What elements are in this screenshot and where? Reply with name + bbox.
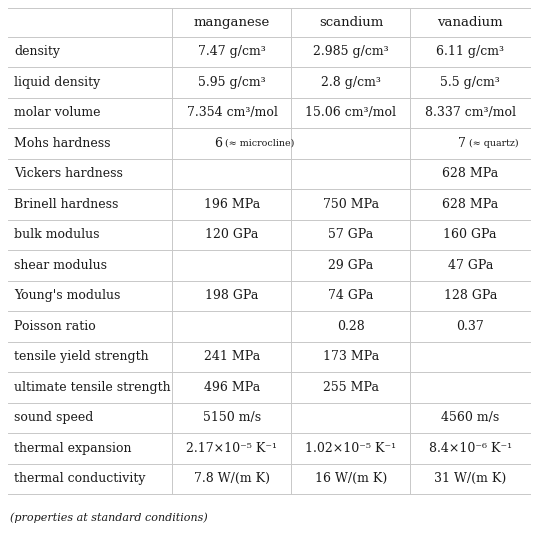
Text: thermal conductivity: thermal conductivity bbox=[14, 472, 146, 485]
Text: 15.06 cm³/mol: 15.06 cm³/mol bbox=[305, 106, 396, 119]
Text: 31 W/(m K): 31 W/(m K) bbox=[434, 472, 506, 485]
Text: 628 MPa: 628 MPa bbox=[442, 167, 499, 180]
Text: 6: 6 bbox=[214, 137, 222, 150]
Text: 7: 7 bbox=[458, 137, 466, 150]
Text: 47 GPa: 47 GPa bbox=[448, 259, 493, 272]
Text: Young's modulus: Young's modulus bbox=[14, 289, 120, 302]
Text: ultimate tensile strength: ultimate tensile strength bbox=[14, 381, 171, 394]
Text: density: density bbox=[14, 45, 60, 58]
Text: 8.4×10⁻⁶ K⁻¹: 8.4×10⁻⁶ K⁻¹ bbox=[429, 442, 512, 455]
Text: 173 MPa: 173 MPa bbox=[323, 350, 379, 363]
Text: thermal expansion: thermal expansion bbox=[14, 442, 132, 455]
Text: 5.95 g/cm³: 5.95 g/cm³ bbox=[198, 76, 266, 89]
Text: 57 GPa: 57 GPa bbox=[328, 228, 373, 241]
Text: Brinell hardness: Brinell hardness bbox=[14, 198, 118, 211]
Text: 2.985 g/cm³: 2.985 g/cm³ bbox=[313, 45, 389, 58]
Text: 74 GPa: 74 GPa bbox=[328, 289, 373, 302]
Text: manganese: manganese bbox=[194, 16, 270, 29]
Text: shear modulus: shear modulus bbox=[14, 259, 107, 272]
Text: Vickers hardness: Vickers hardness bbox=[14, 167, 123, 180]
Text: 7.47 g/cm³: 7.47 g/cm³ bbox=[198, 45, 266, 58]
Text: 1.02×10⁻⁵ K⁻¹: 1.02×10⁻⁵ K⁻¹ bbox=[305, 442, 396, 455]
Text: tensile yield strength: tensile yield strength bbox=[14, 350, 149, 363]
Text: Poisson ratio: Poisson ratio bbox=[14, 320, 96, 333]
Text: 8.337 cm³/mol: 8.337 cm³/mol bbox=[425, 106, 516, 119]
Text: 29 GPa: 29 GPa bbox=[328, 259, 373, 272]
Text: 196 MPa: 196 MPa bbox=[204, 198, 260, 211]
Text: 7.8 W/(m K): 7.8 W/(m K) bbox=[194, 472, 270, 485]
Text: 241 MPa: 241 MPa bbox=[204, 350, 260, 363]
Text: 255 MPa: 255 MPa bbox=[323, 381, 379, 394]
Text: (≈ microcline): (≈ microcline) bbox=[222, 139, 294, 148]
Text: scandium: scandium bbox=[319, 16, 383, 29]
Text: liquid density: liquid density bbox=[14, 76, 100, 89]
Text: (≈ quartz): (≈ quartz) bbox=[466, 139, 519, 148]
Text: 0.37: 0.37 bbox=[456, 320, 484, 333]
Text: 750 MPa: 750 MPa bbox=[323, 198, 379, 211]
Text: 5.5 g/cm³: 5.5 g/cm³ bbox=[440, 76, 500, 89]
Text: 128 GPa: 128 GPa bbox=[444, 289, 497, 302]
Text: bulk modulus: bulk modulus bbox=[14, 228, 100, 241]
Text: 160 GPa: 160 GPa bbox=[444, 228, 497, 241]
Text: 0.28: 0.28 bbox=[337, 320, 365, 333]
Text: molar volume: molar volume bbox=[14, 106, 101, 119]
Text: 16 W/(m K): 16 W/(m K) bbox=[315, 472, 387, 485]
Text: 4560 m/s: 4560 m/s bbox=[441, 411, 499, 424]
Text: (properties at standard conditions): (properties at standard conditions) bbox=[10, 512, 208, 523]
Text: Mohs hardness: Mohs hardness bbox=[14, 137, 111, 150]
Text: vanadium: vanadium bbox=[438, 16, 503, 29]
Text: 120 GPa: 120 GPa bbox=[205, 228, 258, 241]
Text: 2.8 g/cm³: 2.8 g/cm³ bbox=[321, 76, 381, 89]
Text: sound speed: sound speed bbox=[14, 411, 94, 424]
Text: 2.17×10⁻⁵ K⁻¹: 2.17×10⁻⁵ K⁻¹ bbox=[186, 442, 278, 455]
Text: 628 MPa: 628 MPa bbox=[442, 198, 499, 211]
Text: 496 MPa: 496 MPa bbox=[204, 381, 260, 394]
Text: 198 GPa: 198 GPa bbox=[205, 289, 258, 302]
Text: 6.11 g/cm³: 6.11 g/cm³ bbox=[436, 45, 504, 58]
Text: 5150 m/s: 5150 m/s bbox=[203, 411, 261, 424]
Text: 7.354 cm³/mol: 7.354 cm³/mol bbox=[187, 106, 277, 119]
